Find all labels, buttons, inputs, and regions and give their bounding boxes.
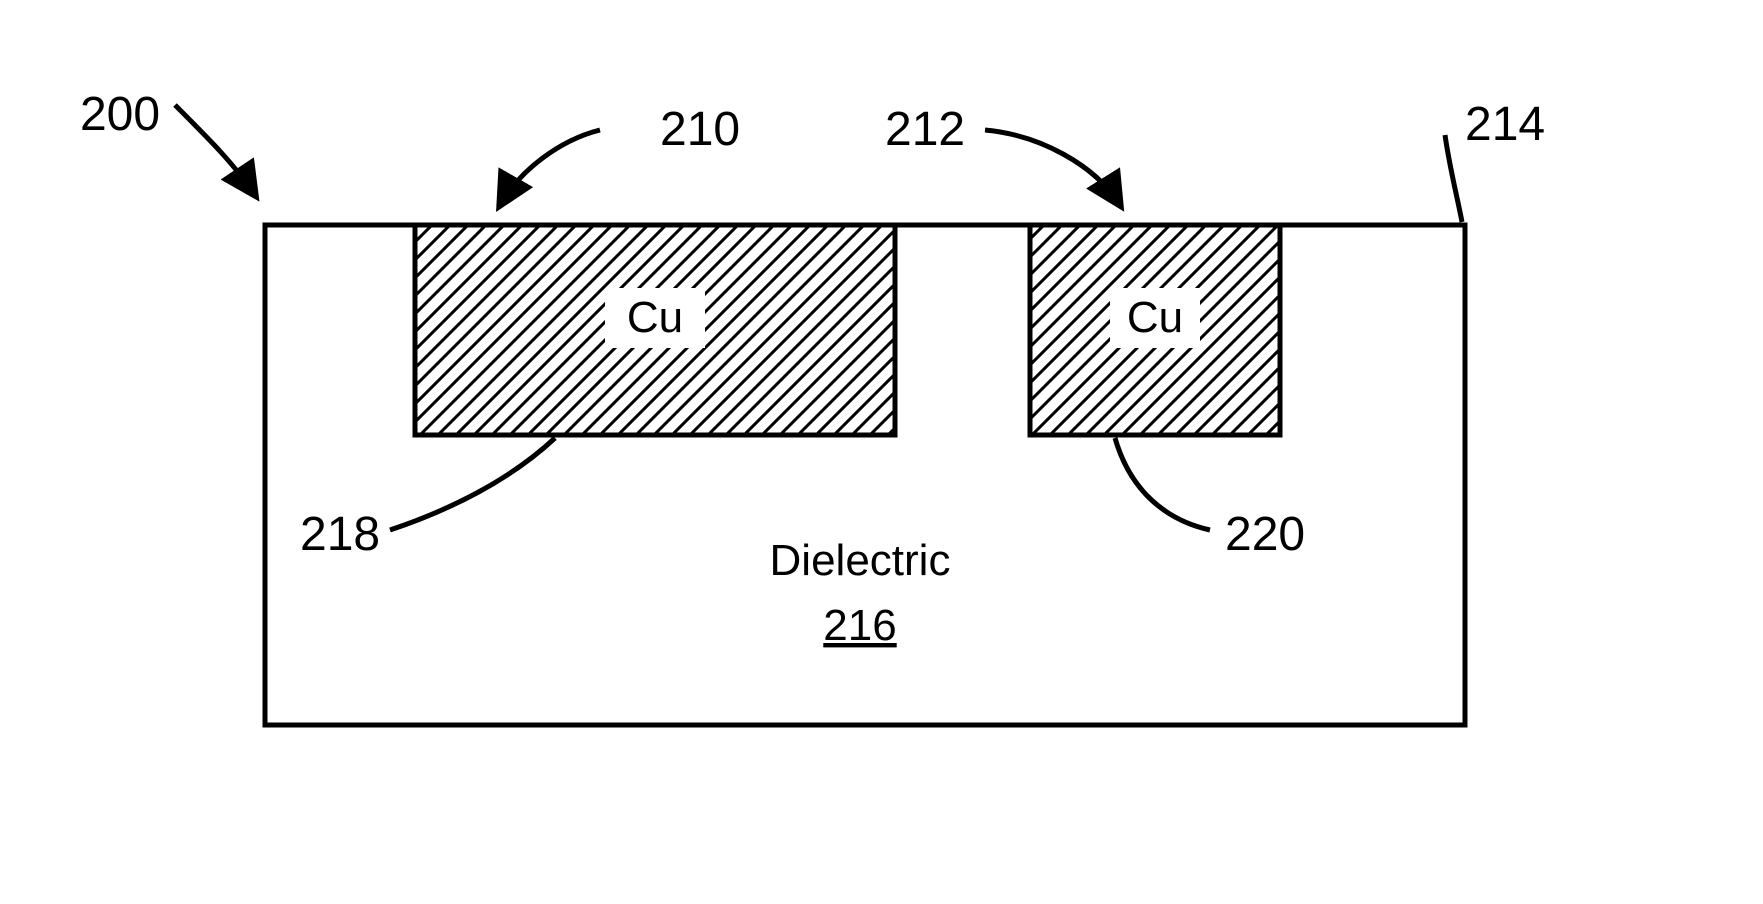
dielectric-label: Dielectric — [770, 536, 951, 585]
leader-200 — [175, 105, 255, 195]
leader-212 — [985, 130, 1120, 205]
cu-right-region: Cu — [1030, 225, 1280, 435]
ref-212: 212 — [885, 103, 965, 156]
ref-216: 216 — [823, 601, 896, 650]
leader-214 — [1445, 135, 1462, 222]
cu-left-label: Cu — [627, 293, 683, 342]
ref-218: 218 — [300, 508, 380, 561]
cu-left-region: Cu — [415, 225, 895, 435]
ref-214: 214 — [1465, 98, 1545, 151]
patent-figure: Cu Cu Dielectric 216 200 210 212 214 218… — [0, 0, 1763, 904]
ref-200: 200 — [80, 88, 160, 141]
ref-210: 210 — [660, 103, 740, 156]
ref-220: 220 — [1225, 508, 1305, 561]
leader-210 — [500, 130, 600, 205]
cu-right-label: Cu — [1127, 293, 1183, 342]
